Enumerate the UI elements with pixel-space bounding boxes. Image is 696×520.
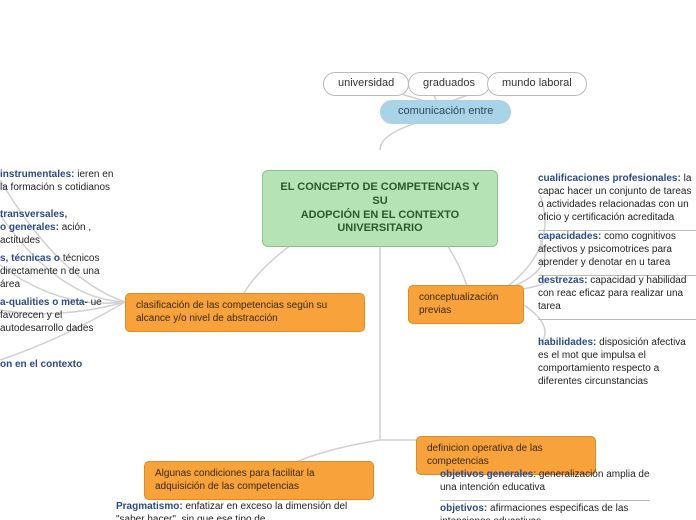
center-title: EL CONCEPTO DE COMPETENCIAS Y SU ADOPCIÓ… bbox=[262, 170, 498, 247]
leaf-obj-especificos: objetivos: afirmaciones especificas de l… bbox=[440, 502, 650, 520]
leaf-tecnicas: s, técnicas o técnicos directamente n de… bbox=[0, 252, 118, 291]
branch-bottom-left: Algunas condiciones para facilitar la ad… bbox=[144, 461, 374, 500]
center-line3: UNIVERSITARIO bbox=[337, 222, 422, 234]
leaf-transversales: transversales, o generales: ación , acti… bbox=[0, 208, 118, 247]
leaf-bl-b: Pragmatismo: bbox=[116, 501, 183, 512]
leaf-l3-b: s, técnicas o bbox=[0, 253, 60, 264]
leaf-r1-b: cualificaciones profesionales: bbox=[538, 173, 681, 184]
leaf-l2-b: transversales, bbox=[0, 209, 67, 220]
leaf-l2-b2: o generales: bbox=[0, 222, 59, 233]
leaf-contexto: on en el contexto bbox=[0, 358, 118, 371]
leaf-r4-b: habilidades: bbox=[538, 337, 596, 348]
pill-universidad: universidad bbox=[323, 72, 409, 96]
leaf-instrumentales: instrumentales: ieren en la formación s … bbox=[0, 168, 118, 194]
leaf-obj-generales: objetivos generales: generalización ampl… bbox=[440, 468, 650, 501]
pill-graduados: graduados bbox=[408, 72, 490, 96]
center-line2: ADOPCIÓN EN EL CONTEXTO bbox=[301, 209, 460, 221]
leaf-l5-t: on en el contexto bbox=[0, 359, 82, 370]
leaf-l1-b: instrumentales: bbox=[0, 169, 74, 180]
leaf-r2-b: capacidades: bbox=[538, 231, 601, 242]
leaf-metaqualities: a-qualities o meta- ue favorecen y el au… bbox=[0, 296, 118, 335]
leaf-destrezas: destrezas: capacidad y habilidad con rea… bbox=[538, 274, 696, 320]
branch-right-concept: conceptualización previas bbox=[408, 285, 524, 324]
leaf-br1-b: objetivos generales bbox=[440, 469, 533, 480]
leaf-capacidades: capacidades: como cognitivos afectivos y… bbox=[538, 230, 696, 276]
pill-mundo-laboral: mundo laboral bbox=[487, 72, 587, 96]
branch-left-classification: clasificación de las competencias según … bbox=[125, 293, 365, 332]
leaf-l4-b: a-qualities o meta- bbox=[0, 297, 88, 308]
leaf-br2-b: objetivos: bbox=[440, 503, 487, 514]
leaf-pragmatismo: Pragmatismo: enfatizar en exceso la dime… bbox=[116, 500, 356, 520]
leaf-r3-b: destrezas: bbox=[538, 275, 587, 286]
leaf-habilidades: habilidades: disposición afectiva es el … bbox=[538, 336, 696, 388]
leaf-cualificaciones: cualificaciones profesionales: la capac … bbox=[538, 172, 696, 231]
center-line1: EL CONCEPTO DE COMPETENCIAS Y SU bbox=[280, 181, 479, 207]
band-comunicacion: comunicación entre bbox=[380, 100, 511, 124]
